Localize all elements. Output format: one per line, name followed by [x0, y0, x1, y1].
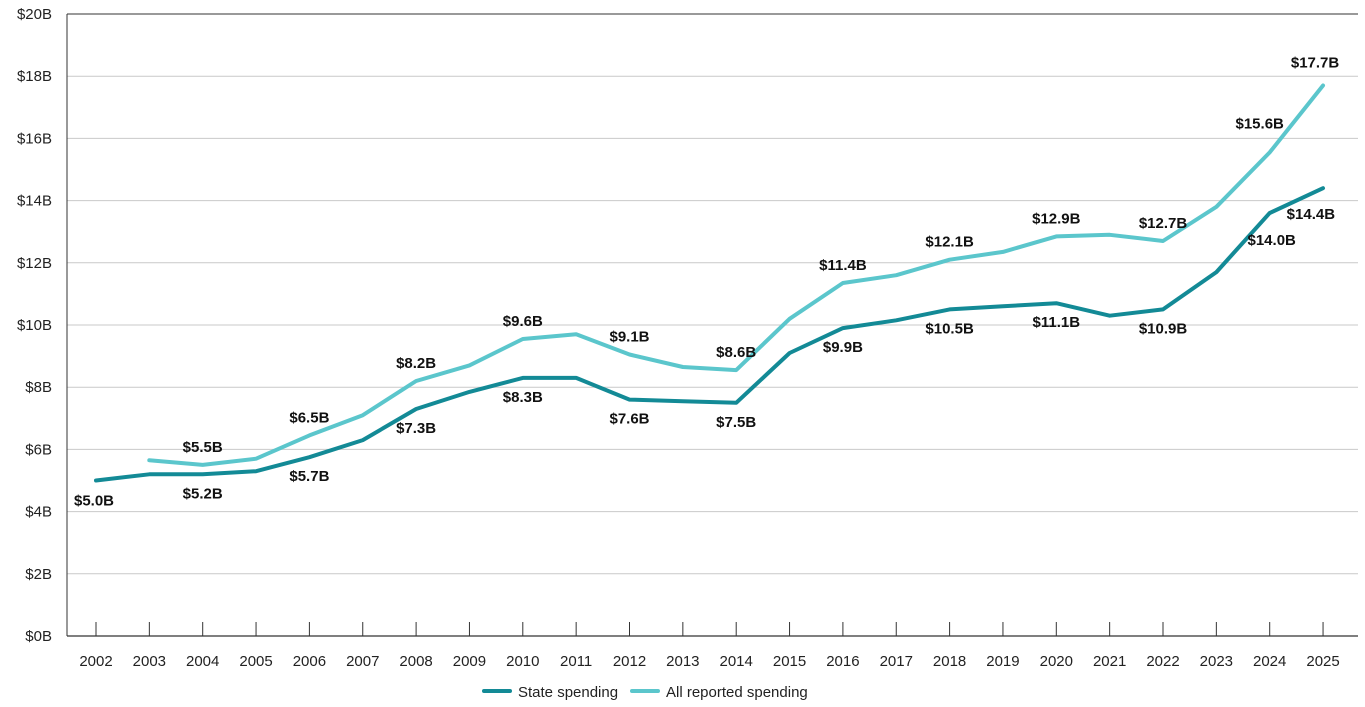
- x-tick-label: 2010: [506, 653, 539, 670]
- data-label: $7.3B: [396, 420, 436, 437]
- data-label: $8.6B: [716, 344, 756, 361]
- y-tick-label: $14B: [17, 193, 52, 210]
- x-tick-label: 2019: [986, 653, 1019, 670]
- x-tick-label: 2021: [1093, 653, 1126, 670]
- x-tick-label: 2018: [933, 653, 966, 670]
- x-tick-label: 2005: [239, 653, 272, 670]
- y-tick-label: $20B: [17, 6, 52, 23]
- x-tick-label: 2006: [293, 653, 326, 670]
- data-label: $11.1B: [1033, 314, 1081, 331]
- series-line-state-spending: [94, 186, 1325, 483]
- data-label: $6.5B: [289, 409, 329, 426]
- data-label: $17.7B: [1291, 55, 1340, 72]
- legend: State spending All reported spending: [482, 684, 808, 701]
- x-tick-label: 2004: [186, 653, 219, 670]
- x-tick-label: 2022: [1146, 653, 1179, 670]
- data-label: $5.7B: [289, 468, 329, 485]
- data-label: $12.9B: [1032, 210, 1081, 227]
- x-tick-label: 2016: [826, 653, 859, 670]
- y-tick-label: $12B: [17, 255, 52, 272]
- x-tick-label: 2023: [1200, 653, 1233, 670]
- x-tick-label: 2003: [133, 653, 166, 670]
- data-label: $15.6B: [1236, 115, 1285, 132]
- y-tick-label: $8B: [25, 379, 52, 396]
- series-lines: [94, 83, 1325, 483]
- x-tick-label: 2008: [399, 653, 432, 670]
- y-tick-label: $10B: [17, 317, 52, 334]
- data-label: $8.3B: [503, 389, 543, 406]
- data-label: $9.9B: [823, 339, 863, 356]
- data-label: $12.7B: [1139, 215, 1188, 232]
- data-label: $5.5B: [183, 439, 223, 456]
- legend-label: State spending: [518, 684, 618, 701]
- data-label: $10.5B: [925, 320, 974, 337]
- data-label: $9.1B: [609, 329, 649, 346]
- x-tick-label: 2024: [1253, 653, 1286, 670]
- data-label: $9.6B: [503, 313, 543, 330]
- data-label: $11.4B: [819, 257, 867, 274]
- data-labels: $5.0B $5.2B $5.7B $7.3B $8.3B $7.6B $7.5B $9.9B…: [74, 55, 1339, 510]
- y-axis-ticks: $0B $2B $4B $6B $8B $10B $12B $14B $16B $18B $20B: [17, 6, 52, 645]
- x-tick-label: 2014: [720, 653, 753, 670]
- x-tick-label: 2020: [1040, 653, 1073, 670]
- data-label: $14.0B: [1248, 232, 1297, 249]
- data-label: $7.6B: [609, 411, 649, 428]
- x-tick-label: 2017: [880, 653, 913, 670]
- x-axis-ticks: 2002 2003 2004 2005 2006 2007 2008 2009 2010 2011…: [79, 622, 1340, 670]
- data-label: $10.9B: [1139, 320, 1188, 337]
- x-tick-label: 2015: [773, 653, 806, 670]
- legend-label: All reported spending: [666, 684, 808, 701]
- series-line-all-reported-spending: [147, 83, 1325, 467]
- data-label: $7.5B: [716, 414, 756, 431]
- data-label: $14.4B: [1287, 206, 1336, 223]
- data-label: $8.2B: [396, 355, 436, 372]
- y-tick-label: $0B: [25, 628, 52, 645]
- data-label: $5.2B: [183, 485, 223, 502]
- data-label: $5.0B: [74, 493, 114, 510]
- x-tick-label: 2013: [666, 653, 699, 670]
- data-label: $12.1B: [925, 234, 974, 251]
- y-tick-label: $2B: [25, 566, 52, 583]
- y-tick-label: $6B: [25, 441, 52, 458]
- x-tick-label: 2009: [453, 653, 486, 670]
- x-tick-label: 2012: [613, 653, 646, 670]
- x-tick-label: 2002: [79, 653, 112, 670]
- y-tick-label: $16B: [17, 130, 52, 147]
- x-tick-label: 2007: [346, 653, 379, 670]
- x-tick-label: 2025: [1306, 653, 1339, 670]
- y-tick-label: $4B: [25, 504, 52, 521]
- x-tick-label: 2011: [560, 653, 592, 670]
- axes: [66, 13, 1358, 637]
- y-tick-label: $18B: [17, 68, 52, 85]
